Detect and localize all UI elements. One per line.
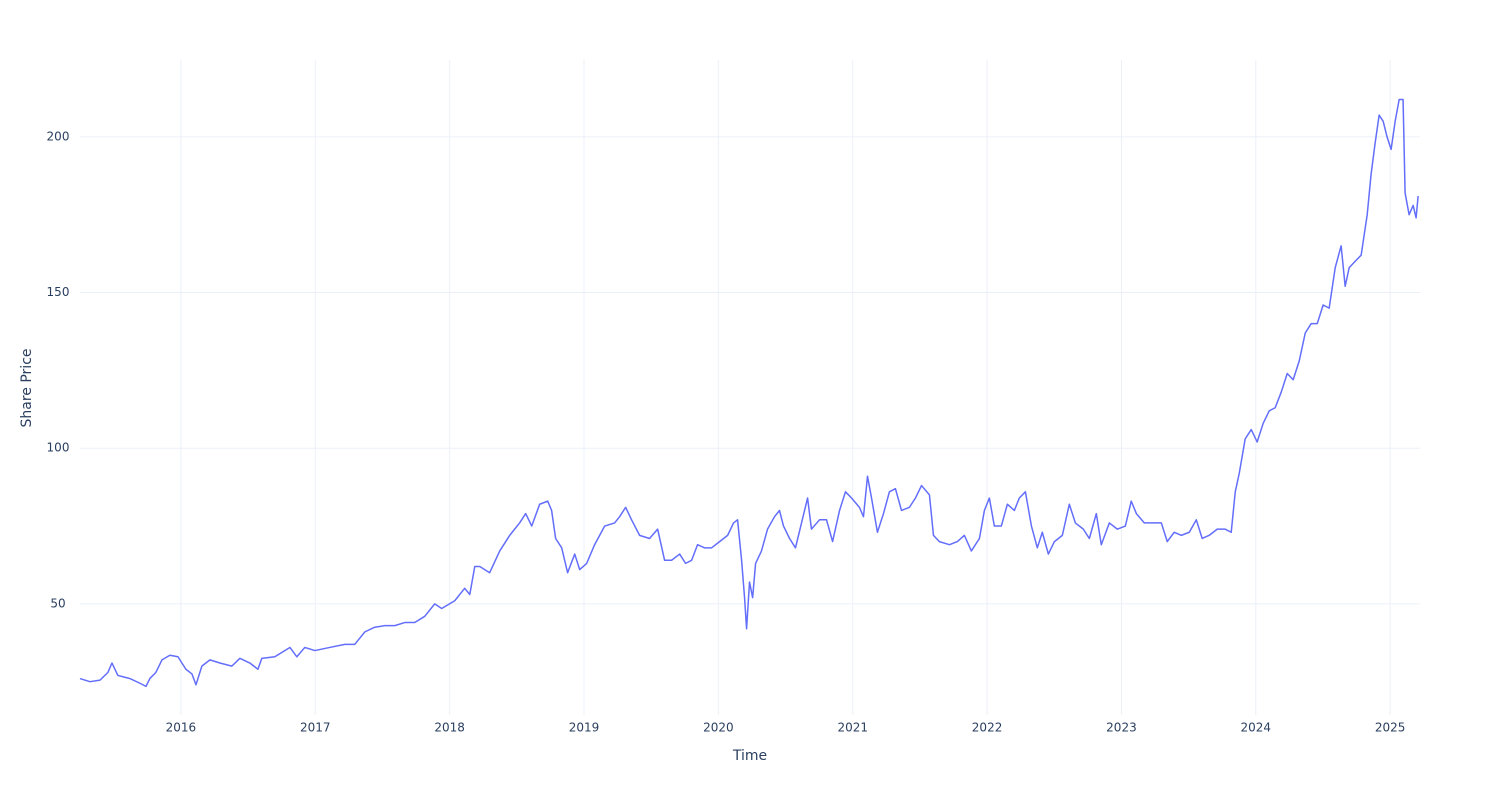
x-tick-label: 2017: [300, 721, 331, 735]
x-tick-label: 2018: [434, 721, 465, 735]
x-tick-label: 2022: [972, 721, 1003, 735]
x-tick-label: 2025: [1375, 721, 1406, 735]
x-axis-title: Time: [732, 748, 767, 764]
x-tick-label: 2023: [1106, 721, 1137, 735]
x-tick-label: 2021: [837, 721, 868, 735]
y-tick-label: 100: [47, 441, 70, 455]
grid-layer: [80, 60, 1420, 715]
y-tick-label: 200: [47, 129, 70, 143]
y-tick-label: 50: [50, 596, 65, 610]
price-line: [79, 98, 1419, 688]
x-tick-label: 2019: [569, 721, 600, 735]
y-tick-label: 150: [47, 285, 70, 299]
x-tick-label: 2020: [703, 721, 734, 735]
x-tick-label: 2016: [166, 721, 197, 735]
x-tick-label: 2024: [1241, 721, 1272, 735]
y-axis-title: Share Price: [19, 348, 35, 427]
